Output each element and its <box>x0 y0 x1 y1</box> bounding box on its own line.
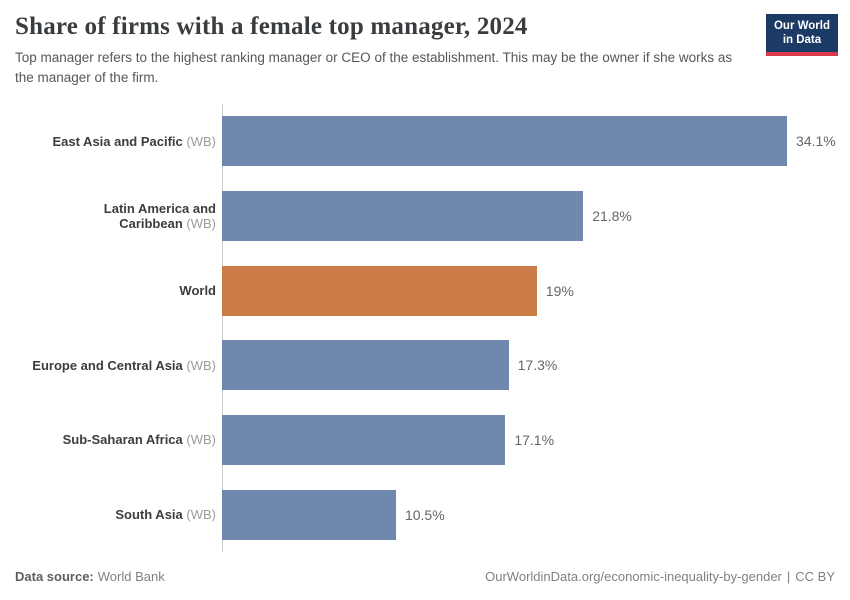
owid-logo-line2: in Data <box>782 34 822 47</box>
entity-name: Europe and Central Asia <box>32 357 183 373</box>
bar-value-label: 34.1% <box>796 133 836 150</box>
chart-row: Sub-Saharan Africa (WB) 17.1% <box>0 403 850 478</box>
entity-source-suffix: (WB) <box>182 357 216 373</box>
entity-name: East Asia and Pacific <box>52 133 183 149</box>
page-title: Share of firms with a female top manager… <box>15 13 528 40</box>
data-source: Data source: World Bank <box>15 569 165 584</box>
bar-value-label: 10.5% <box>404 506 445 523</box>
bar-zone: 17.3% <box>216 328 850 403</box>
chart-row: World 19% <box>0 253 850 328</box>
entity-name: Latin America and Caribbean <box>103 200 216 231</box>
owid-logo: Our World in Data <box>765 14 838 56</box>
chart-row: East Asia and Pacific (WB) 34.1% <box>0 104 850 179</box>
chart-footer: Data source: World Bank OurWorldinData.o… <box>0 569 850 600</box>
chart-header: Share of firms with a female top manager… <box>0 0 850 88</box>
data-source-value: World Bank <box>97 569 165 584</box>
bar-zone: 19% <box>216 253 850 328</box>
chart-row: South Asia (WB) 10.5% <box>0 477 850 552</box>
chart-row: Europe and Central Asia (WB) 17.3% <box>0 328 850 403</box>
entity-name: Sub-Saharan Africa <box>62 432 183 448</box>
chart-rows: East Asia and Pacific (WB) 34.1% Latin Ame… <box>0 104 850 552</box>
bar-category-label: Sub-Saharan Africa (WB) <box>0 432 216 447</box>
entity-source-suffix: (WB) <box>182 215 216 231</box>
entity-source-suffix: (WB) <box>182 432 216 448</box>
chart-subtitle: Top manager refers to the highest rankin… <box>15 50 733 85</box>
entity-name: South Asia <box>115 507 183 523</box>
bar-zone: 17.1% <box>216 403 850 478</box>
bar-zone: 34.1% <box>216 104 850 179</box>
footer-attribution: OurWorldinData.org/economic-inequality-b… <box>485 569 835 584</box>
entity-source-suffix: (WB) <box>182 133 216 149</box>
bar[interactable] <box>222 414 506 465</box>
footer-separator: | <box>786 569 791 584</box>
y-axis-line <box>222 103 223 552</box>
owid-url-link[interactable]: OurWorldinData.org/economic-inequality-b… <box>485 569 782 584</box>
chart-row: Latin America and Caribbean (WB) 21.8% <box>0 179 850 254</box>
bar-category-label: Latin America and Caribbean (WB) <box>0 201 216 231</box>
bar-chart: East Asia and Pacific (WB) 34.1% Latin Ame… <box>0 103 850 552</box>
bar-zone: 21.8% <box>216 179 850 254</box>
bar[interactable] <box>222 489 396 540</box>
bar-value-label: 19% <box>545 282 574 299</box>
license-label: CC BY <box>795 569 835 584</box>
bar[interactable] <box>222 340 509 391</box>
bar-zone: 10.5% <box>216 477 850 552</box>
bar-value-label: 17.3% <box>517 357 558 374</box>
bar-category-label: Europe and Central Asia (WB) <box>0 358 216 373</box>
bar-value-label: 17.1% <box>514 431 555 448</box>
bar-category-label: East Asia and Pacific (WB) <box>0 134 216 149</box>
bar[interactable] <box>222 265 537 316</box>
bar-category-label: World <box>0 283 216 298</box>
entity-source-suffix: (WB) <box>182 507 216 523</box>
bar[interactable] <box>222 116 787 167</box>
entity-name: World <box>179 283 216 299</box>
bar[interactable] <box>222 190 584 241</box>
bar-category-label: South Asia (WB) <box>0 507 216 522</box>
owid-logo-line1: Our World <box>773 20 830 32</box>
bar-value-label: 21.8% <box>592 207 632 224</box>
data-source-label: Data source: <box>15 569 94 584</box>
